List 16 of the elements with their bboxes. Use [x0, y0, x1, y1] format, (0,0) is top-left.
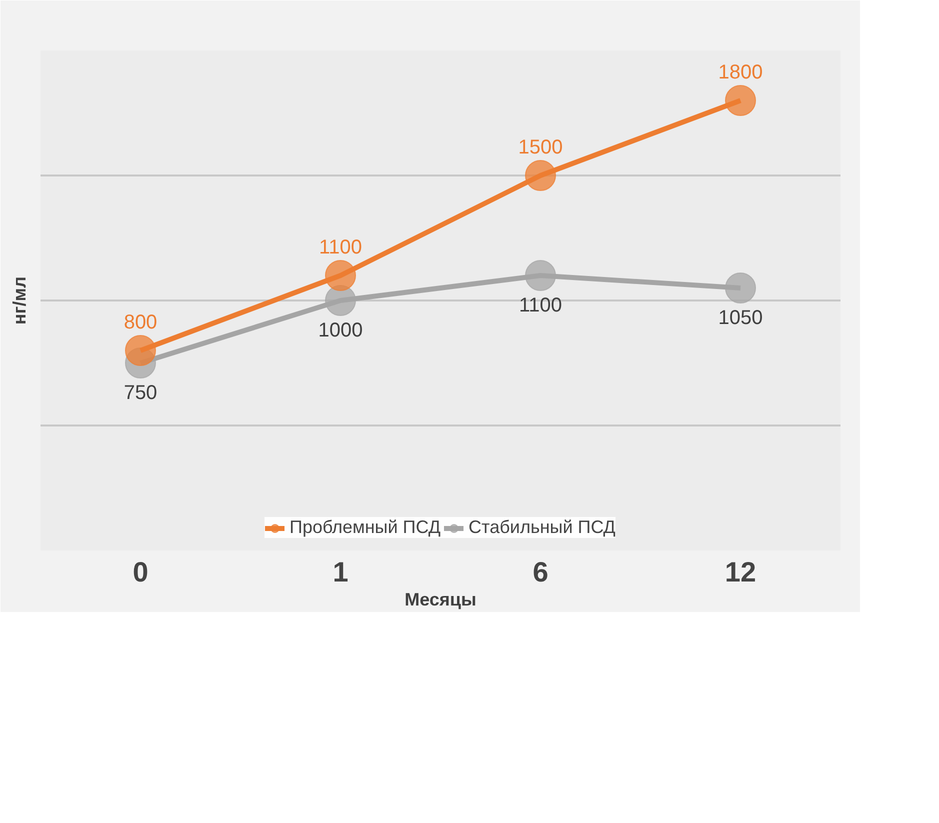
data-label: 800	[124, 312, 158, 334]
data-label: 1000	[318, 320, 363, 342]
y-axis-title: нг/мл	[10, 276, 30, 325]
data-label: 1500	[518, 136, 563, 158]
legend-label: Проблемный ПСД	[290, 517, 441, 538]
x-tick-label: 0	[132, 556, 148, 588]
x-axis-title: Месяцы	[404, 590, 476, 610]
x-tick-label: 6	[532, 556, 548, 588]
data-label: 1100	[518, 294, 562, 316]
data-label: 1050	[718, 307, 763, 329]
x-tick-label: 1	[332, 556, 348, 588]
data-label: 1800	[718, 62, 763, 84]
data-label: 750	[124, 382, 158, 404]
legend-label: Стабильный ПСД	[468, 517, 616, 538]
x-tick-label: 12	[724, 556, 756, 588]
data-label: 1100	[318, 236, 362, 258]
